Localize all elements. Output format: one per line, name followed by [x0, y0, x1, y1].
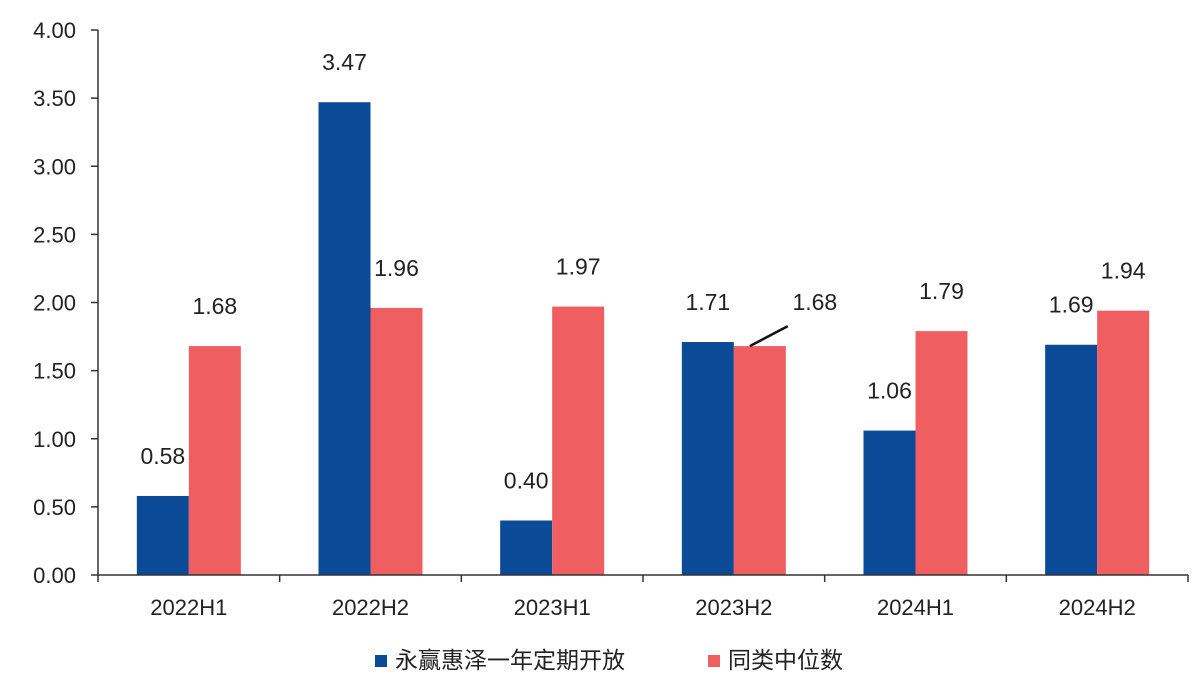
y-tick-label: 1.00 [33, 427, 76, 452]
data-label: 3.47 [322, 49, 367, 75]
y-tick-label: 3.00 [33, 154, 76, 179]
y-tick-label: 0.50 [33, 495, 76, 520]
data-label-leader-line [749, 324, 789, 348]
x-tick-label: 2022H1 [150, 595, 227, 620]
data-labels-layer: 0.58 3.47 0.40 1.71 1.06 1.69 1.68 1.96 1.97 1.68… [140, 49, 1145, 493]
bar-series2-2022H1 [188, 346, 241, 575]
x-tick-label: 2022H2 [332, 595, 409, 620]
data-label: 1.69 [1049, 292, 1094, 318]
bar-series2-2024H2 [1097, 310, 1150, 575]
y-tick-label: 2.50 [33, 222, 76, 247]
data-label: 1.68 [792, 289, 837, 315]
y-tick-label: 0.00 [33, 563, 76, 588]
bar-series2-2022H2 [370, 307, 423, 575]
legend-swatch-series1 [375, 655, 387, 667]
y-tick-label: 2.00 [33, 291, 76, 316]
data-label: 1.97 [556, 254, 601, 280]
bar-series1-2024H2 [1045, 344, 1098, 575]
axes-layer: 0.00 0.50 1.00 1.50 2.00 2.50 3.00 3.50 4.00 2022… [33, 18, 1189, 620]
bar-series1-2023H2 [681, 342, 734, 575]
x-tick-label: 2024H1 [877, 595, 954, 620]
bar-series1-2022H2 [318, 102, 371, 576]
bar-series1-2023H1 [500, 520, 553, 575]
data-label: 1.06 [867, 378, 912, 404]
data-label: 0.58 [140, 443, 185, 469]
legend: 永赢惠泽一年定期开放 同类中位数 [375, 648, 843, 674]
data-label: 1.96 [374, 255, 419, 281]
bar-series2-2023H2 [733, 346, 786, 575]
bar-series1-2022H1 [136, 495, 189, 575]
data-label: 1.71 [685, 289, 730, 315]
data-label: 1.94 [1101, 258, 1146, 284]
x-tick-label: 2023H2 [695, 595, 772, 620]
y-tick-label: 1.50 [33, 359, 76, 384]
data-label: 0.40 [504, 468, 549, 494]
bar-series2-2024H1 [915, 331, 968, 575]
legend-label-series1: 永赢惠泽一年定期开放 [395, 648, 625, 674]
bar-series1-2024H1 [863, 430, 916, 575]
legend-swatch-series2 [708, 655, 720, 667]
bar-series2-2023H1 [552, 306, 605, 575]
x-tick-label: 2024H2 [1059, 595, 1136, 620]
bars-layer [136, 102, 1150, 576]
data-label: 1.79 [919, 278, 964, 304]
legend-label-series2: 同类中位数 [728, 648, 843, 674]
x-tick-label: 2023H1 [514, 595, 591, 620]
y-tick-label: 4.00 [33, 18, 76, 43]
data-label: 1.68 [192, 293, 237, 319]
y-tick-label: 3.50 [33, 86, 76, 111]
